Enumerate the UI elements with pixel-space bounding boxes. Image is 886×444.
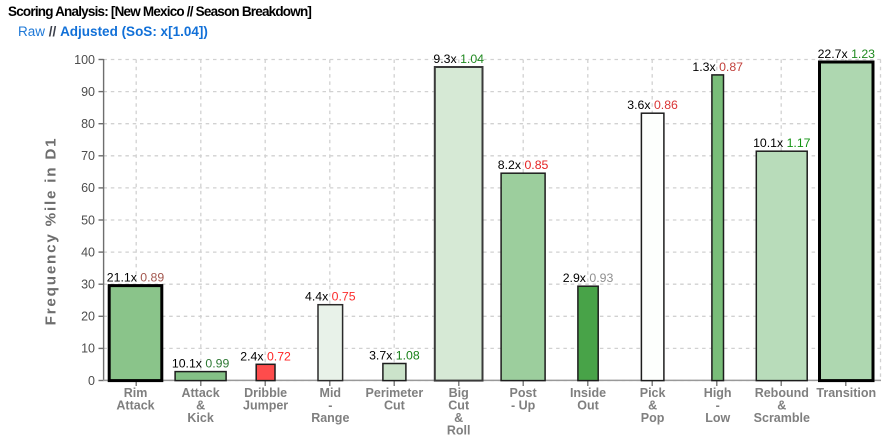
svg-text:40: 40 (81, 245, 95, 259)
svg-text:4.4x 0.75: 4.4x 0.75 (305, 290, 356, 304)
svg-text:Rebound: Rebound (755, 386, 809, 400)
svg-text:Rim: Rim (124, 386, 148, 400)
svg-text:Low: Low (705, 411, 730, 425)
svg-text:Pick: Pick (640, 386, 666, 400)
svg-text:8.2x 0.85: 8.2x 0.85 (498, 158, 549, 172)
svg-text:Transition: Transition (816, 386, 876, 400)
svg-text:Scramble: Scramble (754, 411, 810, 425)
svg-text:10.1x 1.17: 10.1x 1.17 (753, 136, 811, 150)
svg-text:3.7x 1.08: 3.7x 1.08 (369, 349, 420, 363)
svg-text:Perimeter: Perimeter (366, 386, 424, 400)
svg-text:10: 10 (81, 342, 95, 356)
svg-text:60: 60 (81, 181, 95, 195)
svg-text:70: 70 (81, 149, 95, 163)
svg-text:Attack: Attack (116, 398, 154, 412)
svg-text:Jumper: Jumper (243, 398, 288, 412)
svg-text:Roll: Roll (447, 423, 471, 437)
svg-text:10.1x 0.99: 10.1x 0.99 (172, 357, 230, 371)
svg-text:&: & (196, 398, 205, 412)
svg-text:&: & (648, 398, 657, 412)
svg-text:-: - (716, 398, 720, 412)
svg-text:Kick: Kick (187, 411, 213, 425)
svg-text:Big: Big (449, 386, 469, 400)
svg-text:0: 0 (88, 374, 95, 388)
svg-text:22.7x 1.23: 22.7x 1.23 (818, 47, 876, 61)
svg-text:Attack: Attack (181, 386, 219, 400)
svg-text:50: 50 (81, 213, 95, 227)
svg-text:Mid: Mid (320, 386, 342, 400)
svg-text:Out: Out (577, 398, 599, 412)
svg-text:Dribble: Dribble (244, 386, 287, 400)
svg-text:21.1x 0.89: 21.1x 0.89 (107, 271, 165, 285)
svg-text:Post: Post (510, 386, 538, 400)
svg-text:Cut: Cut (384, 398, 406, 412)
svg-text:2.4x 0.72: 2.4x 0.72 (240, 349, 291, 363)
svg-text:20: 20 (81, 310, 95, 324)
svg-text:- Up: - Up (511, 398, 536, 412)
svg-text:80: 80 (81, 117, 95, 131)
svg-text:2.9x 0.93: 2.9x 0.93 (563, 271, 614, 285)
svg-text:100: 100 (74, 53, 95, 67)
svg-text:Inside: Inside (570, 386, 606, 400)
svg-text:&: & (777, 398, 786, 412)
svg-text:Pop: Pop (641, 411, 665, 425)
svg-text:1.3x 0.87: 1.3x 0.87 (692, 60, 743, 74)
svg-text:9.3x 1.04: 9.3x 1.04 (433, 52, 484, 66)
svg-text:90: 90 (81, 85, 95, 99)
svg-text:Frequency %ile in D1: Frequency %ile in D1 (43, 137, 60, 326)
svg-text:Cut: Cut (448, 398, 470, 412)
svg-text:30: 30 (81, 278, 95, 292)
svg-text:3.6x 0.86: 3.6x 0.86 (627, 98, 678, 112)
svg-text:Range: Range (311, 411, 349, 425)
svg-text:High: High (704, 386, 732, 400)
svg-text:&: & (454, 411, 463, 425)
svg-text:-: - (328, 398, 332, 412)
